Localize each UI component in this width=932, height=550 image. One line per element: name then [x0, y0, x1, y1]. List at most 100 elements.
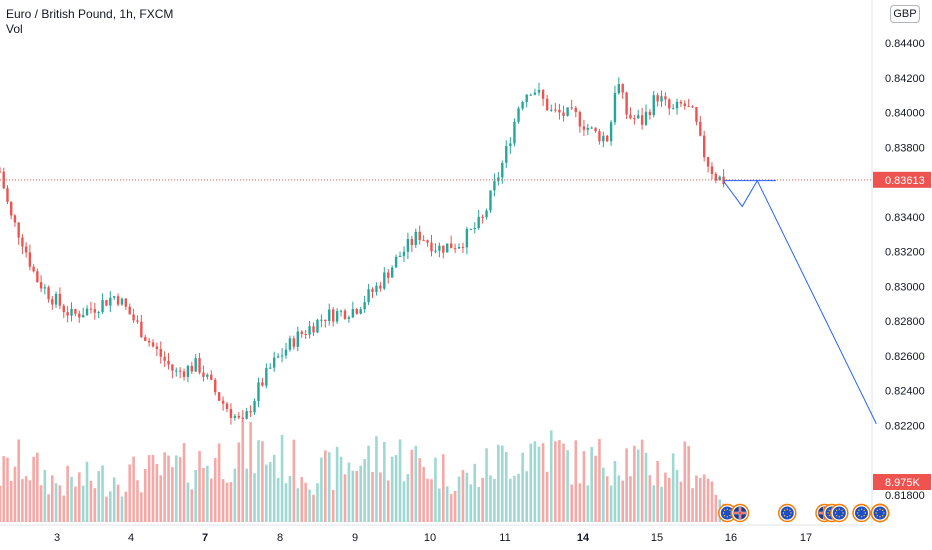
candle-body — [51, 299, 54, 305]
volume-bar — [465, 472, 469, 522]
candle-body — [675, 101, 679, 109]
last-price-label: 0.83613 — [885, 175, 925, 187]
currency-button[interactable]: GBP — [890, 5, 920, 23]
volume-bar — [54, 483, 58, 522]
candle-body — [613, 93, 617, 123]
volume-bar — [347, 462, 351, 522]
candle-body — [609, 122, 613, 142]
candle-body — [178, 370, 182, 372]
eu-star — [834, 512, 837, 514]
volume-bar — [257, 440, 260, 522]
eu-flag-icon — [873, 506, 887, 520]
volume-bar — [112, 477, 116, 522]
candle-body — [679, 101, 683, 104]
volume-bar — [43, 470, 47, 522]
volume-bar — [402, 481, 406, 522]
volume-bar — [617, 475, 621, 522]
candle-body — [89, 308, 93, 310]
candle-body — [566, 107, 569, 116]
symbol-title: Euro / British Pound, 1h, FXCM — [6, 7, 174, 21]
volume-bar — [233, 468, 237, 522]
candle-body — [629, 114, 632, 119]
volume-bar — [590, 446, 593, 522]
candle-body — [602, 135, 605, 142]
candle-body — [509, 143, 512, 147]
candle-body — [81, 315, 85, 318]
volume-bar — [371, 472, 374, 522]
time-tick-label: 14 — [577, 532, 590, 544]
volume-bar — [268, 462, 272, 522]
volume-bar — [39, 485, 43, 522]
volume-bar — [386, 480, 390, 522]
volume-bar — [566, 450, 569, 522]
candle-body — [390, 267, 394, 278]
eu-star — [786, 516, 788, 518]
candle-body — [481, 216, 484, 218]
volume-bar — [594, 455, 597, 522]
volume-bar — [21, 479, 24, 522]
candle-body — [671, 108, 675, 110]
volume-bar — [128, 464, 132, 522]
volume-bar — [375, 436, 378, 522]
candle-body — [402, 251, 406, 256]
candle-body — [683, 103, 686, 107]
projection-path — [723, 179, 877, 424]
volume-bar — [132, 456, 135, 522]
candle-body — [85, 308, 89, 316]
candle-body — [521, 102, 524, 109]
volume-bar — [182, 443, 186, 522]
volume-bar — [453, 490, 457, 522]
economic-events — [718, 503, 890, 523]
volume-bar — [331, 489, 335, 522]
eu-star — [729, 514, 731, 517]
eu-star — [864, 512, 866, 514]
candle-body — [144, 337, 147, 341]
volume-bar — [521, 452, 524, 522]
volume-bar — [549, 430, 553, 522]
volume-bar — [706, 478, 710, 522]
volume-bar — [426, 478, 429, 522]
volume-bar — [28, 480, 32, 522]
time-tick-label: 4 — [128, 532, 134, 544]
volume-bar — [636, 449, 640, 522]
eu-star — [860, 516, 863, 518]
candle-body — [147, 340, 151, 343]
candle-body — [633, 118, 636, 120]
volume-bar — [410, 449, 414, 522]
volume-bar — [186, 482, 190, 522]
volume-bar — [116, 484, 120, 522]
volume-value-badge — [873, 474, 931, 490]
price-tick-label: 0.83800 — [885, 142, 925, 154]
volume-bar — [245, 468, 248, 522]
candle-body — [284, 349, 288, 356]
candle-body — [249, 411, 252, 413]
volume-bar — [500, 445, 504, 522]
candle-body — [54, 293, 58, 305]
time-tick-label: 11 — [499, 532, 510, 544]
candle-body — [331, 309, 335, 322]
price-tick-label: 0.83400 — [885, 212, 925, 224]
candle-body — [371, 289, 374, 292]
volume-indicator-label[interactable]: Vol — [6, 22, 23, 36]
price-tick-label: 0.82600 — [885, 351, 925, 363]
candle-body — [194, 358, 197, 372]
volume-bar — [320, 457, 323, 522]
volume-bar — [422, 466, 425, 522]
volume-bar — [562, 443, 565, 522]
eu-star — [863, 509, 865, 512]
candle-body — [214, 379, 217, 393]
volume-bar — [533, 441, 537, 522]
volume-bar — [613, 461, 617, 522]
volume-bar — [13, 466, 17, 522]
price-tick-label: 0.81800 — [885, 490, 925, 502]
volume-bar — [93, 488, 97, 522]
candle-body — [280, 355, 284, 357]
volume-bar — [434, 457, 437, 522]
candle-body — [273, 357, 276, 368]
candle-body — [545, 98, 549, 111]
last-price-badge — [873, 171, 931, 188]
candle-body — [245, 411, 248, 419]
candle-body — [202, 372, 205, 377]
volume-bar — [644, 452, 648, 522]
